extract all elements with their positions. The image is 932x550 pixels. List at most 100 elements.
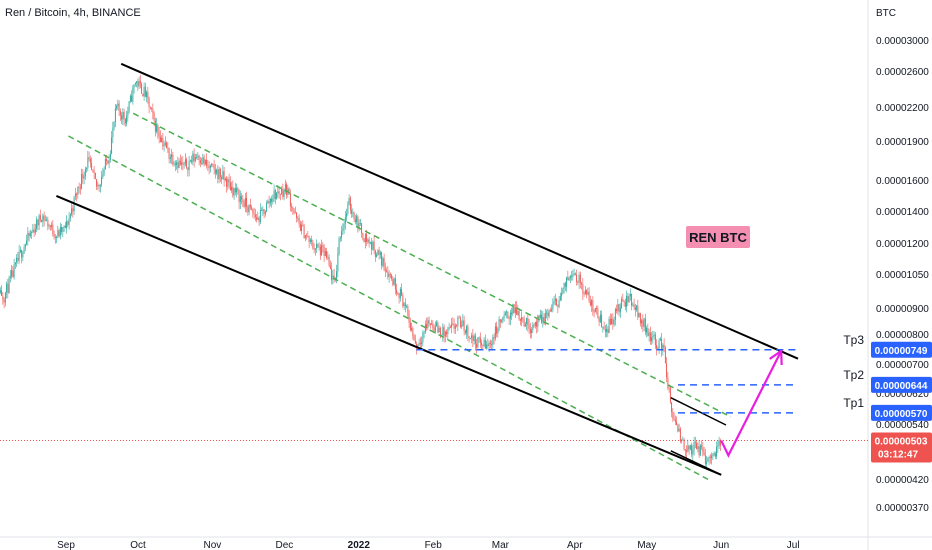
candle-body [216, 169, 218, 174]
target-label: Tp1 [843, 396, 864, 410]
candle-body [521, 317, 523, 321]
candle-body [203, 157, 205, 165]
candle-body [566, 277, 568, 287]
candle-body [703, 451, 705, 455]
candle-body [551, 309, 553, 312]
candle-body [191, 160, 193, 162]
candle-body [249, 205, 251, 208]
candle-body [709, 457, 711, 458]
candle-body [674, 419, 676, 422]
candle-body [78, 187, 80, 188]
candle-body [399, 289, 401, 298]
candle-body [577, 282, 579, 283]
candle-body [3, 299, 5, 303]
candle-body [218, 169, 220, 180]
candle-body [22, 253, 24, 258]
candle-body [106, 158, 108, 162]
candle-body [429, 323, 431, 325]
candle-body [471, 335, 473, 339]
candle-body [476, 344, 478, 348]
candle-body [391, 274, 393, 279]
candle-body [637, 305, 639, 318]
candle-body [681, 439, 683, 442]
candle-body [483, 339, 485, 346]
candle-body [172, 154, 174, 165]
candle-body [576, 274, 578, 283]
candle-body [427, 320, 429, 329]
candle-body [657, 348, 659, 350]
candle-body [691, 445, 693, 455]
candle-body [523, 318, 525, 327]
candle-body [89, 158, 91, 164]
candle-body [347, 204, 349, 214]
candle-body [148, 98, 150, 107]
candle-body [346, 213, 348, 218]
candle-body [381, 252, 383, 266]
candle-body [301, 224, 303, 232]
candle-body [71, 208, 73, 215]
y-tick-label: 0.00001200 [876, 239, 929, 250]
candle-body [97, 185, 99, 187]
candle-body [274, 190, 276, 199]
candle-body [138, 80, 140, 87]
candle-body [568, 278, 570, 281]
candle-body [206, 159, 208, 166]
candle-body [487, 344, 489, 346]
candle-body [606, 328, 608, 332]
candle-body [69, 214, 71, 219]
candle-body [142, 93, 144, 97]
y-tick-label: 0.00000700 [876, 360, 929, 371]
candle-body [411, 328, 413, 331]
candle-body [564, 282, 566, 287]
current-price-text: 0.00000503 [875, 437, 928, 448]
candle-body [431, 323, 433, 325]
candle-body [157, 124, 159, 133]
candle-body [584, 289, 586, 295]
candle-body [567, 277, 569, 281]
candle-body [267, 201, 269, 204]
candle-body [449, 327, 451, 329]
candle-body [49, 225, 51, 227]
candle-body [232, 186, 234, 196]
candle-body [282, 188, 284, 198]
candle-body [334, 277, 336, 280]
candle-body [98, 185, 100, 187]
plot-background [0, 0, 868, 537]
candle-body [506, 311, 508, 313]
candle-body [141, 83, 143, 94]
candle-body [146, 91, 148, 98]
candle-body [208, 166, 210, 169]
candle-body [189, 160, 191, 162]
candle-body [12, 270, 14, 278]
candle-body [357, 216, 359, 229]
candle-body [81, 174, 83, 189]
candle-body [31, 232, 33, 233]
candle-body [33, 229, 35, 233]
candle-body [321, 245, 323, 256]
candle-body [548, 310, 550, 317]
candle-body [434, 326, 436, 332]
candle-body [666, 363, 668, 378]
candle-body [83, 176, 85, 179]
candle-body [292, 207, 294, 211]
candle-body [458, 317, 460, 319]
candle-body [377, 250, 379, 255]
candle-body [159, 136, 161, 142]
candle-body [289, 193, 291, 207]
candle-body [51, 224, 53, 227]
candle-body [466, 326, 468, 334]
candle-body [338, 238, 340, 254]
candle-body [634, 307, 636, 310]
wedge-upper-line [670, 396, 727, 426]
candle-body [236, 188, 238, 193]
candle-body [623, 300, 625, 302]
candle-body [224, 178, 226, 181]
x-tick-label: Sep [57, 540, 75, 550]
candle-body [303, 225, 305, 239]
candle-body [328, 256, 330, 266]
candle-body [596, 308, 598, 309]
candle-body [118, 103, 120, 112]
candle-body [29, 232, 31, 237]
candle-body [174, 163, 176, 165]
candle-body [484, 339, 486, 349]
